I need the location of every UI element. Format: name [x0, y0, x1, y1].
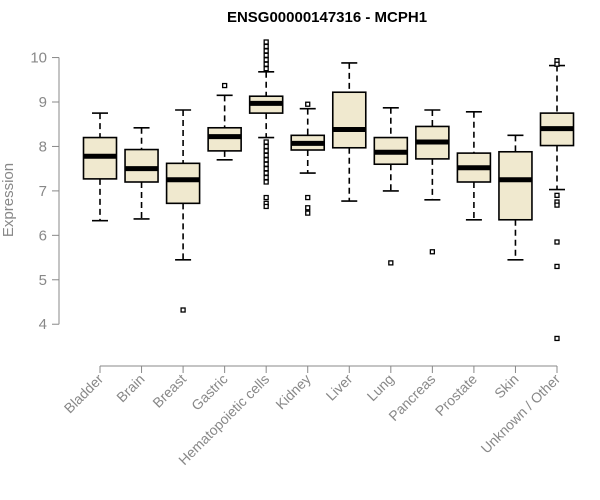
outlier-point: [263, 143, 269, 150]
outlier-point: [429, 249, 436, 255]
outlier-point: [263, 39, 269, 45]
outlier-point: [305, 101, 311, 107]
x-tick-label: Liver: [323, 371, 356, 404]
x-tick-label: Brain: [113, 371, 147, 405]
x-tick-label: Kidney: [272, 371, 314, 413]
outlier-point: [554, 202, 560, 208]
iqr-box: [331, 91, 367, 149]
box-breast: [165, 109, 201, 313]
y-tick-label: 7: [39, 183, 47, 200]
box-liver: [331, 62, 367, 202]
iqr-box: [124, 148, 159, 183]
outlier-point: [263, 43, 269, 50]
outlier-point: [554, 239, 560, 245]
outlier-point: [221, 82, 228, 89]
outlier-point: [305, 205, 311, 211]
box-hematopoietic-cells: [248, 39, 284, 210]
x-tick-label: Unknown / Other: [478, 371, 564, 457]
outlier-point: [305, 194, 311, 201]
x-tick-label: Bladder: [61, 371, 107, 417]
y-axis-label: Expression: [0, 163, 17, 237]
iqr-box: [498, 150, 533, 221]
outlier-point: [263, 48, 269, 54]
outlier-point: [263, 179, 269, 185]
box-bladder: [82, 112, 118, 222]
boxes: [82, 39, 575, 342]
outlier-point: [554, 192, 560, 198]
box-brain: [124, 126, 159, 220]
iqr-box: [207, 126, 242, 152]
outlier-point: [263, 61, 269, 67]
outlier-point: [263, 152, 269, 158]
outlier-point: [554, 335, 560, 342]
outlier-point: [263, 203, 269, 210]
box-pancreas: [415, 109, 450, 255]
box-unknown-other: [539, 58, 575, 342]
x-tick-label: Prostate: [432, 371, 480, 419]
box-lung: [373, 106, 409, 266]
y-tick-label: 6: [39, 227, 47, 244]
outlier-point: [263, 139, 269, 145]
box-gastric: [207, 82, 242, 161]
x-tick-label: Breast: [149, 371, 189, 411]
box-prostate: [456, 110, 492, 221]
outlier-point: [263, 170, 269, 176]
outlier-point: [263, 66, 269, 72]
box-skin: [498, 134, 533, 261]
outlier-point: [305, 210, 311, 216]
y-tick-label: 9: [39, 94, 47, 111]
outlier-point: [263, 52, 269, 58]
outlier-point: [263, 174, 269, 181]
outlier-point: [263, 161, 269, 167]
outlier-point: [180, 307, 186, 313]
x-tick-label: Lung: [364, 371, 397, 404]
outlier-point: [263, 157, 269, 163]
outlier-point: [388, 260, 394, 266]
outlier-point: [554, 263, 560, 270]
box-kidney: [290, 101, 326, 216]
outlier-point: [263, 194, 269, 201]
y-tick-label: 8: [39, 138, 47, 155]
y-tick-label: 4: [39, 316, 47, 333]
x-tick-label: Skin: [491, 371, 522, 402]
outlier-point: [263, 148, 269, 154]
chart-title: ENSG00000147316 - MCPH1: [227, 9, 427, 26]
y-tick-label: 5: [39, 272, 47, 289]
outlier-point: [263, 57, 269, 63]
outlier-point: [263, 166, 269, 172]
axes: 4 5 6 7 8 9 10: [30, 50, 558, 373]
outlier-point: [554, 61, 560, 67]
iqr-box: [165, 162, 201, 205]
y-tick-label: 10: [30, 50, 47, 67]
